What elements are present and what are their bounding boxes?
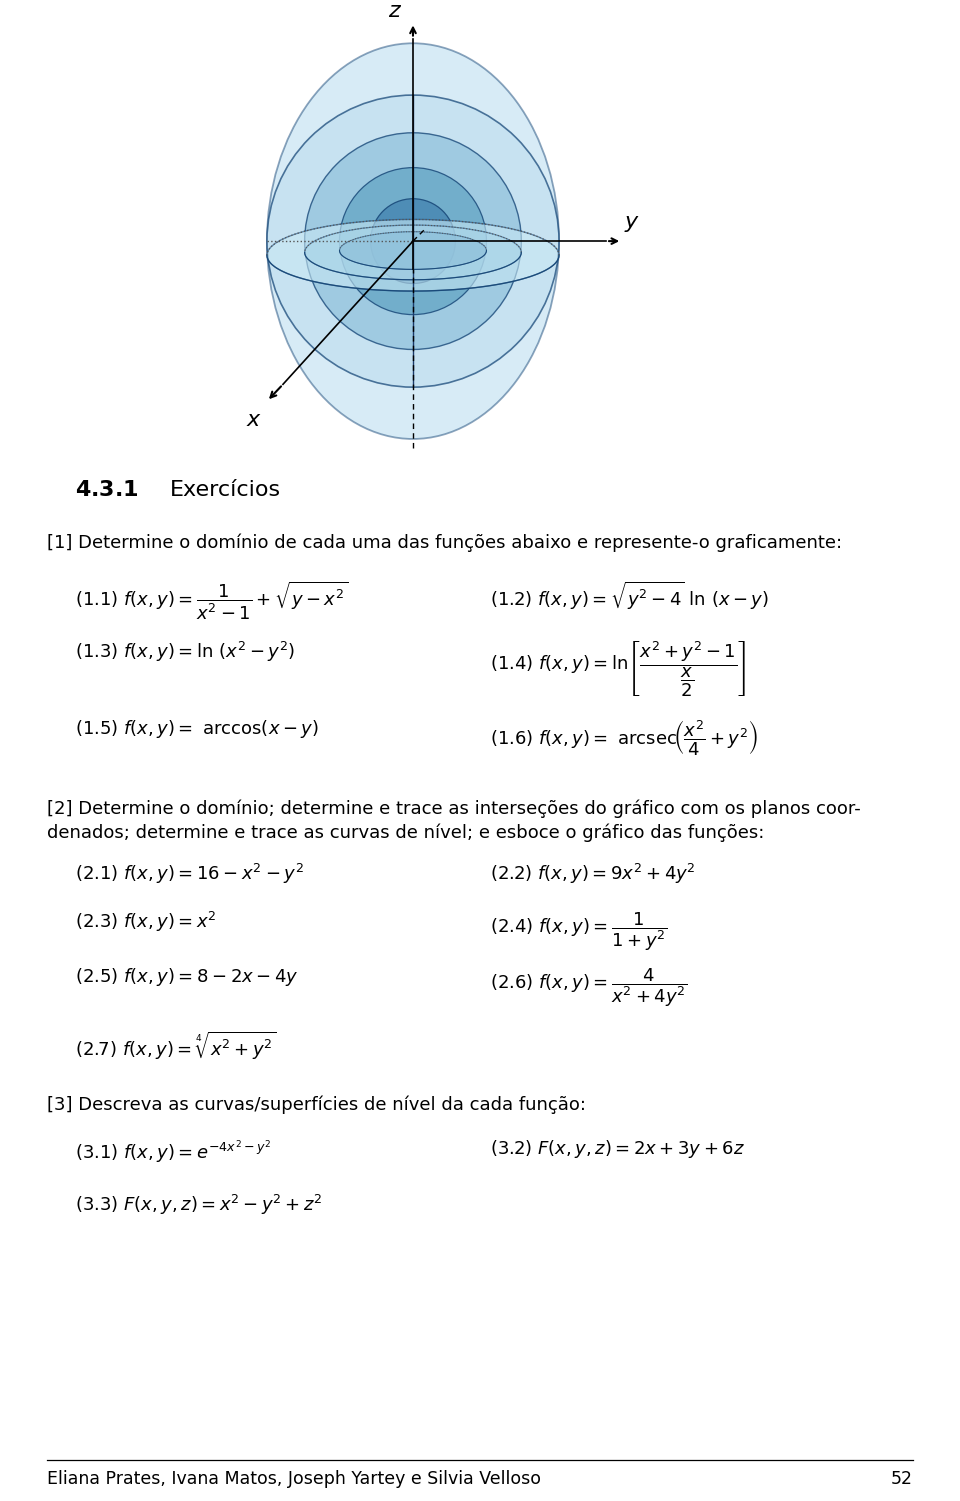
- Text: $(2.5)\ f(x,y) = 8-2x-4y$: $(2.5)\ f(x,y) = 8-2x-4y$: [75, 967, 299, 988]
- Ellipse shape: [267, 219, 559, 291]
- Text: $(1.3)\ f(x,y) = \ln\,(x^2 - y^2)$: $(1.3)\ f(x,y) = \ln\,(x^2 - y^2)$: [75, 639, 296, 663]
- Ellipse shape: [340, 231, 487, 269]
- Text: $(2.2)\ f(x,y) = 9x^2+4y^2$: $(2.2)\ f(x,y) = 9x^2+4y^2$: [490, 862, 696, 886]
- Ellipse shape: [304, 132, 521, 350]
- Ellipse shape: [371, 198, 455, 284]
- Text: $(2.3)\ f(x,y) = x^2$: $(2.3)\ f(x,y) = x^2$: [75, 910, 217, 934]
- Text: 52: 52: [891, 1469, 913, 1487]
- Text: $(3.2)\ F(x,y,z) = 2x+3y+6z$: $(3.2)\ F(x,y,z) = 2x+3y+6z$: [490, 1138, 745, 1160]
- Ellipse shape: [304, 225, 521, 279]
- Ellipse shape: [267, 44, 559, 438]
- Text: $(3.1)\ f(x,y) = e^{-4x^2-y^2}$: $(3.1)\ f(x,y) = e^{-4x^2-y^2}$: [75, 1138, 272, 1166]
- Text: [3] Descreva as curvas/superfícies de nível da cada função:: [3] Descreva as curvas/superfícies de ní…: [47, 1096, 586, 1114]
- Text: $(1.5)\ f(x,y) = \ \arccos(x-y)$: $(1.5)\ f(x,y) = \ \arccos(x-y)$: [75, 717, 319, 740]
- Text: [2] Determine o domínio; determine e trace as interseções do gráfico com os plan: [2] Determine o domínio; determine e tra…: [47, 800, 861, 818]
- Text: $(2.1)\ f(x,y) = 16-x^2-y^2$: $(2.1)\ f(x,y) = 16-x^2-y^2$: [75, 862, 303, 886]
- Text: $(1.4)\ f(x,y) = \ln\!\left[\dfrac{x^2+y^2-1}{\dfrac{x}{2}}\right]$: $(1.4)\ f(x,y) = \ln\!\left[\dfrac{x^2+y…: [490, 639, 746, 699]
- Text: Eliana Prates, Ivana Matos, Joseph Yartey e Silvia Velloso: Eliana Prates, Ivana Matos, Joseph Yarte…: [47, 1469, 541, 1487]
- Text: $(1.6)\ f(x,y) = \ \mathrm{arcsec}\!\left(\dfrac{x^2}{4}+y^2\right)$: $(1.6)\ f(x,y) = \ \mathrm{arcsec}\!\lef…: [490, 717, 758, 757]
- Text: $\mathbf{4.3.1}$: $\mathbf{4.3.1}$: [75, 480, 139, 500]
- Text: denados; determine e trace as curvas de nível; e esboce o gráfico das funções:: denados; determine e trace as curvas de …: [47, 824, 764, 842]
- Text: $z$: $z$: [388, 0, 401, 21]
- Text: Exercícios: Exercícios: [170, 480, 281, 500]
- Text: $(3.3)\ F(x,y,z) = x^2-y^2+z^2$: $(3.3)\ F(x,y,z) = x^2-y^2+z^2$: [75, 1193, 323, 1217]
- Ellipse shape: [267, 95, 559, 387]
- Text: $x$: $x$: [247, 408, 262, 431]
- Text: $(1.2)\ f(x,y) = \sqrt{y^2-4}\ \ln\,(x - y)$: $(1.2)\ f(x,y) = \sqrt{y^2-4}\ \ln\,(x -…: [490, 579, 769, 612]
- Text: $y$: $y$: [624, 212, 640, 234]
- Text: $(2.7)\ f(x,y) = \sqrt[4]{x^2+y^2}$: $(2.7)\ f(x,y) = \sqrt[4]{x^2+y^2}$: [75, 1030, 276, 1063]
- Ellipse shape: [340, 168, 487, 315]
- Text: $(1.1)\ f(x,y) = \dfrac{1}{x^2-1} + \sqrt{y-x^2}$: $(1.1)\ f(x,y) = \dfrac{1}{x^2-1} + \sqr…: [75, 579, 348, 621]
- Text: $(2.6)\ f(x,y) = \dfrac{4}{x^2+4y^2}$: $(2.6)\ f(x,y) = \dfrac{4}{x^2+4y^2}$: [490, 967, 687, 1009]
- Text: [1] Determine o domínio de cada uma das funções abaixo e represente-o graficamen: [1] Determine o domínio de cada uma das …: [47, 534, 842, 552]
- Text: $(2.4)\ f(x,y) = \dfrac{1}{1+y^2}$: $(2.4)\ f(x,y) = \dfrac{1}{1+y^2}$: [490, 910, 667, 953]
